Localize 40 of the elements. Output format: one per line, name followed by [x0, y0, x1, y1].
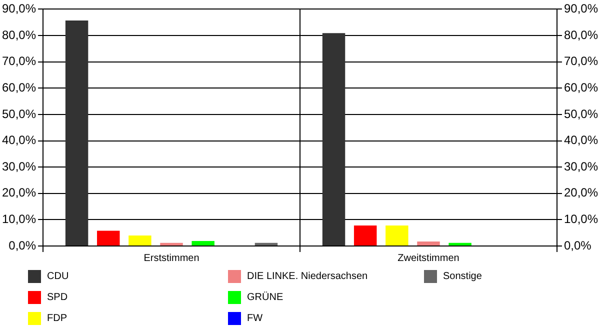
bar — [322, 33, 346, 246]
bar — [65, 20, 88, 246]
y-tick-label: 90,0% — [2, 2, 36, 16]
bar — [254, 242, 278, 246]
y2-tick-label: 40,0% — [564, 133, 598, 148]
bar — [128, 235, 152, 246]
bar — [354, 225, 377, 246]
y2-tick-label: 10,0% — [564, 212, 598, 226]
y-tick-label: 60,0% — [2, 80, 36, 94]
y2-tick-label: 60,0% — [564, 80, 598, 94]
x-tick-label: Erststimmen — [144, 252, 200, 264]
y-tick-label: 10,0% — [2, 212, 36, 226]
bar — [97, 230, 120, 246]
bar — [386, 225, 408, 246]
bar — [417, 242, 440, 246]
legend-label: Sonstige — [443, 271, 482, 282]
legend-label: GRÜNE — [247, 292, 284, 303]
x-tick-label: Zweitstimmen — [398, 252, 460, 264]
y-tick-label: 20,0% — [2, 186, 36, 200]
y2-tick-label: 20,0% — [564, 186, 598, 200]
y2-tick-label: 50,0% — [564, 106, 598, 121]
y2-tick-label: 90,0% — [564, 2, 598, 16]
y2-tick-label: 30,0% — [564, 159, 598, 174]
y-tick-label: 70,0% — [2, 54, 36, 68]
y2-tick-label: 0,0% — [564, 238, 592, 252]
legend-label: FW — [247, 313, 263, 324]
y-tick-label: 30,0% — [2, 159, 36, 174]
legend-label: FDP — [47, 313, 67, 324]
legend-label: SPD — [47, 292, 68, 303]
bar — [160, 242, 183, 246]
y-tick-label: 40,0% — [2, 133, 36, 148]
bar — [448, 242, 472, 246]
y-tick-label: 80,0% — [2, 28, 36, 42]
y-tick-label: 0,0% — [8, 238, 36, 252]
y2-tick-label: 80,0% — [564, 28, 598, 42]
y-tick-label: 50,0% — [2, 106, 36, 121]
legend-label: DIE LINKE. Niedersachsen — [247, 271, 368, 282]
y2-tick-label: 70,0% — [564, 54, 598, 68]
bar — [192, 241, 214, 246]
legend-label: CDU — [47, 271, 69, 282]
